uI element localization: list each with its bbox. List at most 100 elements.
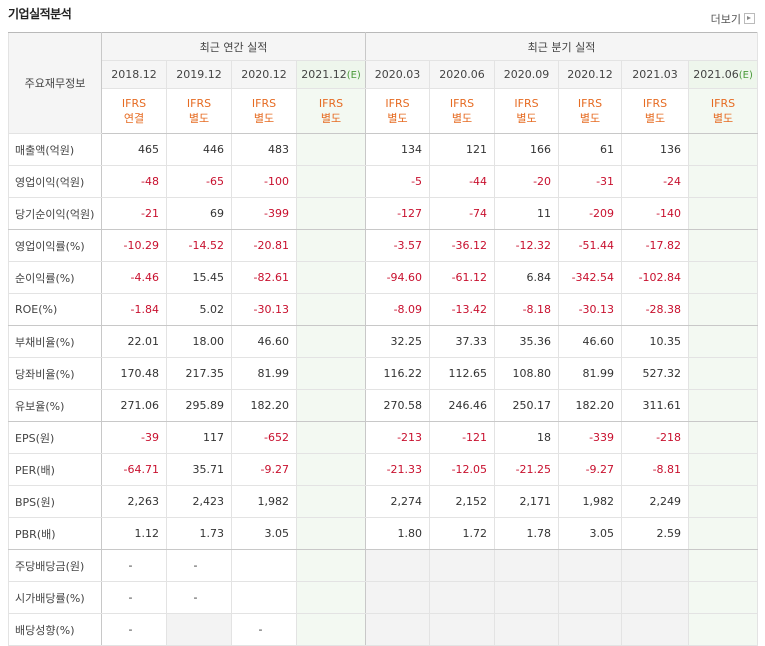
standard-header: IFRS 연결 (101, 88, 167, 134)
value-cell: -44 (429, 165, 496, 198)
value-cell: -48 (101, 165, 167, 198)
value-cell: -121 (429, 421, 496, 454)
period: 2020.03 (374, 68, 421, 81)
row-label: 당기순이익(억원) (8, 197, 102, 230)
period-header: 2020.09 (494, 60, 560, 89)
value-cell: -12.32 (494, 229, 560, 262)
value-cell: -65 (166, 165, 232, 198)
more-icon[interactable] (744, 13, 755, 24)
row-label: 매출액(억원) (8, 133, 102, 166)
value-cell (558, 549, 623, 582)
standard-text: 별도 (320, 112, 342, 125)
standard-text: IFRS (186, 97, 212, 110)
value-cell (494, 581, 560, 614)
value-cell: 121 (429, 133, 496, 166)
row-label: 유보율(%) (8, 389, 102, 422)
standard-text: 별도 (644, 112, 666, 125)
value-cell: 1.73 (166, 517, 232, 550)
value-cell (365, 581, 431, 614)
data-row: ROE(%) -1.84 5.02 -30.13 -8.09 -13.42 -8.18 -30… (8, 293, 759, 326)
value-cell: -21 (101, 197, 167, 230)
standard-header: IFRS 별도 (231, 88, 297, 134)
value-cell (688, 229, 759, 262)
value-cell (688, 293, 759, 326)
value-cell: -20 (494, 165, 560, 198)
value-cell: 116.22 (365, 357, 431, 390)
value-cell: 18.00 (166, 325, 232, 358)
standard-header: IFRS 별도 (166, 88, 232, 134)
value-cell: 2,423 (166, 485, 232, 518)
value-cell: - (101, 549, 167, 582)
value-cell (688, 613, 759, 646)
value-cell: 246.46 (429, 389, 496, 422)
value-cell: 32.25 (365, 325, 431, 358)
value-cell: -342.54 (558, 261, 623, 294)
value-cell: 108.80 (494, 357, 560, 390)
value-cell: -9.27 (558, 453, 623, 486)
period-row: 2018.12 2019.12 2020.12 2021.12(E) 2020.03 20… (9, 60, 759, 89)
value-cell: -1.84 (101, 293, 167, 326)
standard-header: IFRS 별도 (621, 88, 690, 134)
period-header: 2018.12 (101, 60, 167, 89)
value-cell: -64.71 (101, 453, 167, 486)
value-cell: -39 (101, 421, 167, 454)
value-cell (295, 197, 367, 230)
row-label: 영업이익(억원) (8, 165, 102, 198)
value-cell: 2,152 (429, 485, 496, 518)
value-cell: 61 (558, 133, 623, 166)
value-cell: 1.78 (494, 517, 560, 550)
data-row: 배당성향(%) - - (8, 613, 759, 646)
row-label: ROE(%) (8, 293, 102, 326)
period: 2018.12 (111, 68, 157, 81)
corner-label: 주요재무정보 (8, 32, 102, 134)
value-cell: -13.42 (429, 293, 496, 326)
value-cell: -30.13 (231, 293, 297, 326)
row-label: 당좌비율(%) (8, 357, 102, 390)
standard-text: IFRS (121, 97, 147, 110)
value-cell (494, 549, 560, 582)
value-cell: -213 (365, 421, 431, 454)
section-title: 기업실적분석 (8, 7, 72, 21)
value-cell: 170.48 (101, 357, 167, 390)
value-cell (295, 357, 367, 390)
value-cell: -28.38 (621, 293, 690, 326)
value-cell: 46.60 (558, 325, 623, 358)
value-cell: - (101, 581, 167, 614)
period: 2019.12 (176, 68, 222, 81)
value-cell: 3.05 (558, 517, 623, 550)
financial-table: 주요재무정보 최근 연간 실적 최근 분기 실적 2018.12 2019.12 2020… (8, 32, 759, 646)
value-cell: 15.45 (166, 261, 232, 294)
value-cell (688, 325, 759, 358)
value-cell (688, 485, 759, 518)
more-text[interactable]: 더보기 (710, 13, 741, 26)
value-cell: -3.57 (365, 229, 431, 262)
period-header: 2020.03 (365, 60, 431, 89)
value-cell: 1,982 (558, 485, 623, 518)
row-label: PBR(배) (8, 517, 102, 550)
period: 2020.06 (439, 68, 485, 81)
standard-row: IFRS 연결 IFRS 별도 IFRS 별도 IFRS 별도 IFRS 별도 IFRS 별도 IFRS… (9, 88, 759, 134)
value-cell: 81.99 (231, 357, 297, 390)
estimate-mark: (E) (346, 70, 361, 81)
data-row: 부채비율(%) 22.01 18.00 46.60 32.25 37.33 35.36 46.… (8, 325, 759, 358)
row-label: EPS(원) (8, 421, 102, 454)
value-cell (688, 389, 759, 422)
value-cell: -14.52 (166, 229, 232, 262)
standard-text: IFRS (449, 97, 475, 110)
value-cell: -51.44 (558, 229, 623, 262)
value-cell: 112.65 (429, 357, 496, 390)
more-link[interactable]: 더보기 (711, 11, 755, 27)
standard-text: IFRS (710, 97, 736, 110)
value-cell: -17.82 (621, 229, 690, 262)
value-cell: 3.05 (231, 517, 297, 550)
standard-text: IFRS (385, 97, 410, 110)
value-cell: - (101, 613, 167, 646)
value-cell (295, 421, 367, 454)
data-row: 주당배당금(원) - - (8, 549, 759, 582)
row-label: 시가배당률(%) (8, 581, 102, 614)
standard-header: IFRS 별도 (688, 88, 759, 134)
value-cell (688, 165, 759, 198)
value-cell: - (231, 613, 297, 646)
standard-text: 별도 (188, 112, 210, 125)
value-cell: 6.84 (494, 261, 560, 294)
